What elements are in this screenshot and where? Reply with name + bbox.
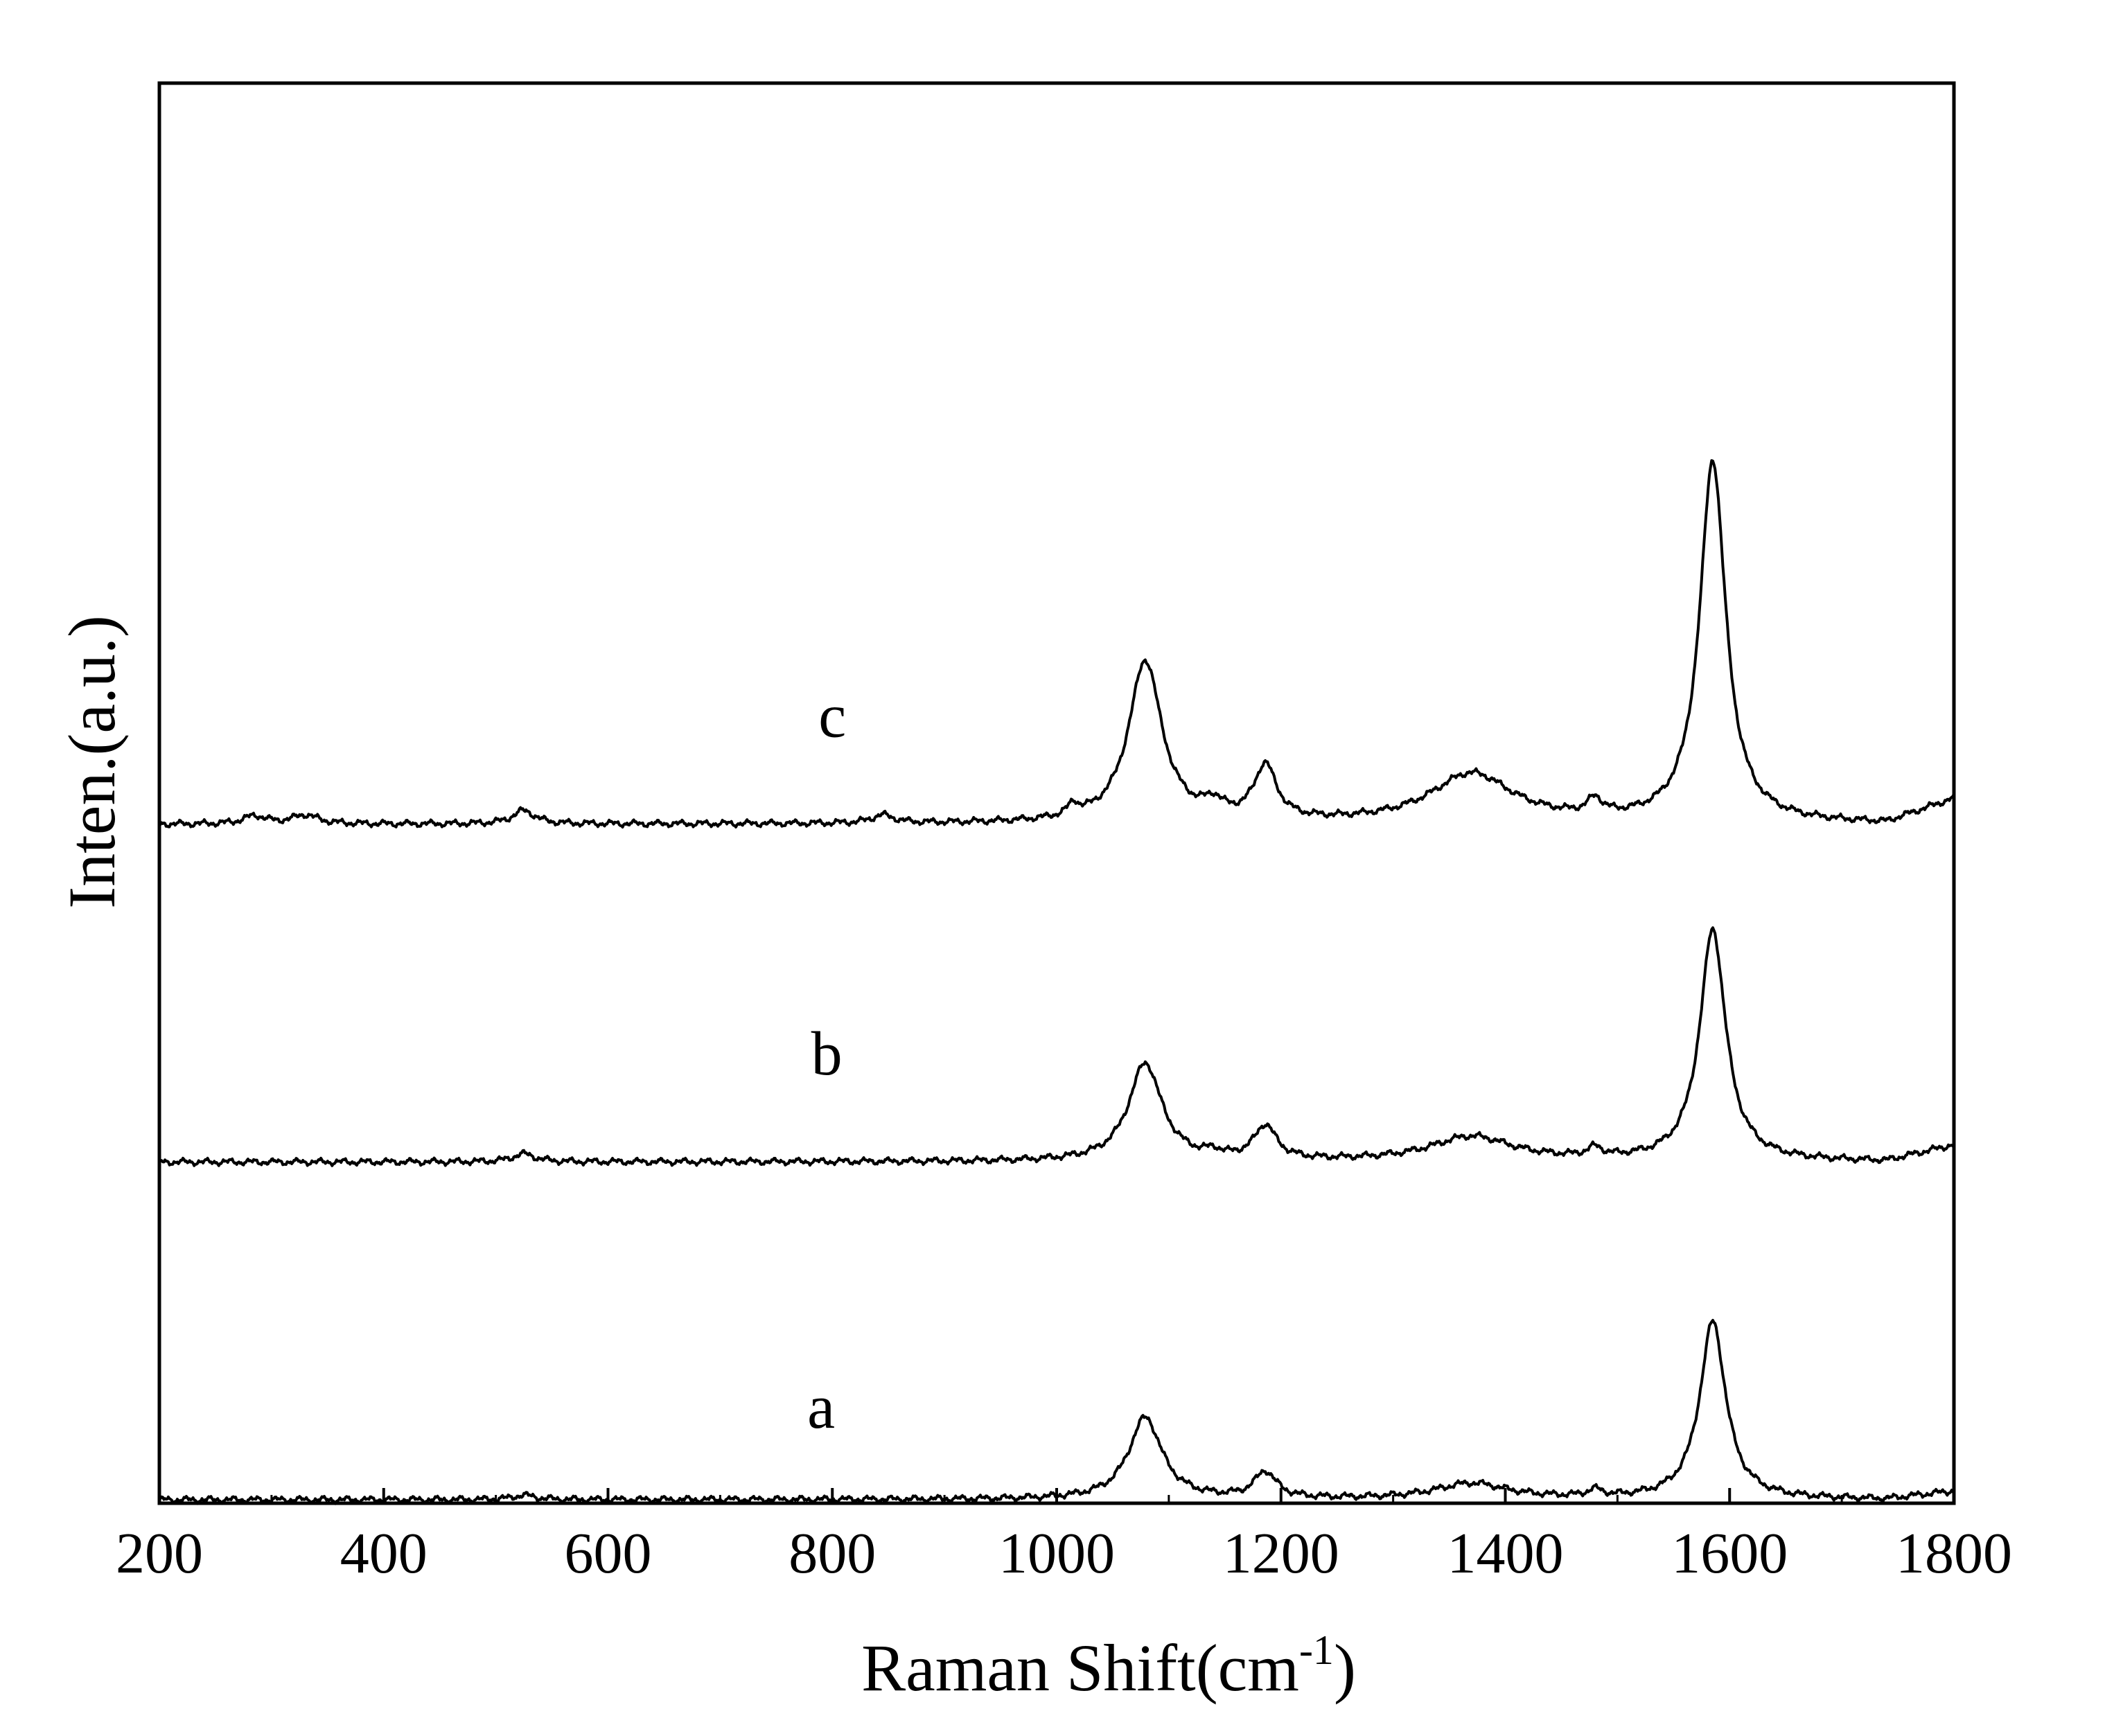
x-tick-label: 600 bbox=[565, 1521, 652, 1586]
x-tick-label: 800 bbox=[789, 1521, 876, 1586]
x-axis-title-main: Raman Shift(cm bbox=[861, 1631, 1299, 1705]
x-axis-title-superscript: -1 bbox=[1299, 1627, 1334, 1673]
series-label-c: c bbox=[818, 682, 846, 750]
x-tick-label: 1400 bbox=[1447, 1521, 1564, 1586]
x-axis-title-close: ) bbox=[1334, 1631, 1356, 1705]
spectrum-line-c bbox=[159, 459, 1955, 829]
x-tick-label: 400 bbox=[340, 1521, 428, 1586]
spectrum-line-b bbox=[158, 926, 1955, 1167]
x-tick-label: 1000 bbox=[998, 1521, 1115, 1586]
x-tick-label: 1600 bbox=[1671, 1521, 1788, 1586]
series-label-a: a bbox=[807, 1373, 835, 1442]
x-tick-label: 200 bbox=[116, 1521, 203, 1586]
x-tick-label: 1200 bbox=[1223, 1521, 1339, 1586]
x-axis-ticks: 200 400 600 800 1000 1200 1400 1600 1800 bbox=[116, 1488, 2012, 1586]
x-axis-title: Raman Shift(cm-1) bbox=[861, 1627, 1356, 1705]
y-axis-title: Inten.(a.u.) bbox=[55, 615, 129, 909]
spectra-group: a b c bbox=[158, 459, 1955, 1505]
spectrum-line-a bbox=[159, 1318, 1955, 1505]
plot-frame bbox=[157, 81, 1956, 1505]
series-label-b: b bbox=[811, 1020, 843, 1088]
x-tick-label: 1800 bbox=[1896, 1521, 2012, 1586]
